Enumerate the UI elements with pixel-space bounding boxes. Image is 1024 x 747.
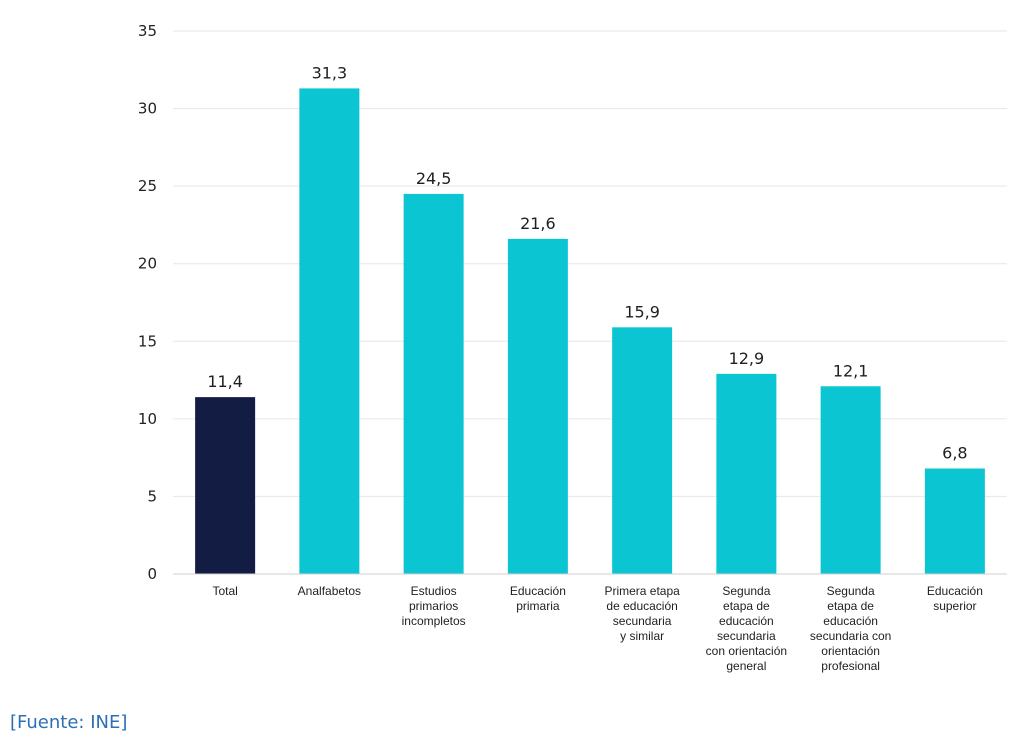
bar (403, 193, 464, 574)
value-label: 24,5 (416, 169, 452, 188)
value-label: 15,9 (624, 302, 660, 321)
y-tick-label: 25 (138, 177, 157, 195)
x-tick-label: Segunda etapa de educación secundaria co… (809, 584, 892, 673)
value-label: 21,6 (520, 214, 556, 233)
bars (195, 88, 985, 575)
value-labels: 11,4 31,3 24,5 21,6 15,9 12,9 12,1 6,8 (207, 63, 967, 462)
y-tick-label: 20 (138, 255, 157, 273)
value-label: 12,1 (833, 361, 869, 380)
bar (507, 238, 568, 575)
bar (924, 468, 985, 574)
x-tick-label: Segunda etapa de educación secundaria co… (705, 584, 788, 673)
y-tick-label: 35 (138, 22, 157, 40)
bar (820, 386, 881, 574)
y-tick-label: 5 (147, 487, 157, 505)
x-tick-label: Primera etapa de educación secundaria y … (604, 584, 680, 643)
value-label: 11,4 (207, 372, 243, 391)
bar (195, 397, 256, 574)
value-label: 6,8 (942, 444, 967, 463)
gridlines (173, 30, 1007, 497)
y-tick-label: 10 (138, 410, 157, 428)
y-axis: 0 5 10 15 20 25 30 35 (138, 22, 157, 583)
source-note: [Fuente: INE] (10, 712, 128, 733)
x-tick-label: Total (212, 584, 238, 598)
y-tick-label: 0 (147, 565, 157, 583)
bar (716, 373, 777, 574)
x-tick-label: Educación primaria (509, 584, 566, 613)
bar (299, 88, 360, 574)
x-tick-label: Estudios primarios incompletos (401, 584, 466, 628)
x-tick-label: Analfabetos (297, 584, 362, 598)
bar (612, 327, 673, 574)
value-label: 12,9 (729, 349, 765, 368)
value-label: 31,3 (312, 63, 348, 82)
y-tick-label: 30 (138, 100, 157, 118)
x-tick-label: Educación superior (926, 584, 983, 613)
y-tick-label: 15 (138, 332, 157, 350)
